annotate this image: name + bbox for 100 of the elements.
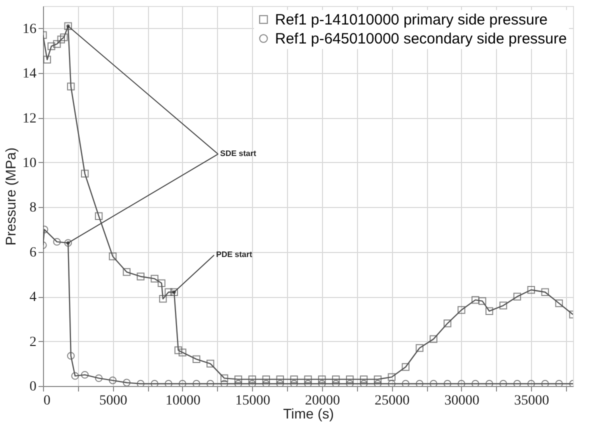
point	[555, 380, 563, 386]
point	[402, 380, 410, 386]
legend-label: Ref1 p-141010000 primary side pressure	[275, 12, 548, 28]
x-tick-label: 35000	[514, 394, 550, 408]
point	[513, 380, 522, 386]
x-tick-label: 0	[44, 394, 50, 408]
point	[416, 344, 424, 352]
point	[499, 302, 508, 310]
x-axis-title: Time (s)	[283, 406, 334, 422]
x-tick-label: 5000	[99, 394, 128, 408]
y-tick-label: 6	[30, 245, 36, 260]
point	[60, 33, 68, 42]
y-tick-label: 0	[30, 380, 36, 394]
y-tick-label: 10	[22, 156, 36, 171]
point	[178, 380, 186, 386]
point	[174, 346, 182, 354]
point	[290, 375, 298, 384]
point	[458, 306, 466, 314]
point	[48, 42, 56, 50]
point	[164, 288, 172, 296]
point	[527, 286, 536, 294]
point	[388, 380, 396, 386]
point	[332, 380, 340, 386]
x-tick-label: 10000	[165, 394, 200, 408]
point	[192, 380, 200, 386]
point	[108, 252, 117, 260]
point	[67, 352, 75, 360]
y-tick-label: 14	[22, 66, 36, 82]
point	[80, 170, 89, 178]
y-tick-label: 16	[22, 22, 36, 37]
point	[220, 374, 228, 382]
point	[234, 380, 242, 386]
point	[555, 299, 563, 308]
point	[472, 296, 480, 304]
point	[360, 380, 368, 386]
point	[374, 380, 382, 386]
point	[158, 279, 166, 288]
point	[136, 380, 144, 386]
y-tick-label: 12	[22, 111, 36, 126]
point	[178, 348, 186, 356]
point	[402, 363, 410, 371]
x-tick-label: 15000	[235, 394, 270, 408]
x-tick-label: 20000	[304, 394, 340, 408]
point	[472, 380, 480, 386]
point	[248, 380, 256, 386]
point	[318, 375, 326, 384]
y-tick-label: 8	[30, 200, 36, 216]
y-tick-label: 2	[30, 334, 36, 350]
point	[150, 380, 158, 386]
point	[318, 380, 326, 386]
point	[67, 82, 75, 90]
point	[458, 380, 466, 386]
point	[388, 373, 396, 381]
point	[304, 380, 312, 386]
point	[57, 36, 65, 44]
point	[360, 375, 368, 384]
point	[43, 56, 52, 64]
point	[541, 380, 549, 386]
point	[206, 380, 214, 386]
point	[290, 380, 298, 386]
legend-label: Ref1 p-645010000 secondary side pressure	[275, 30, 567, 48]
point	[220, 380, 228, 386]
point	[122, 268, 131, 276]
point	[248, 375, 256, 384]
point	[444, 380, 452, 386]
point	[234, 375, 242, 384]
point	[53, 40, 61, 48]
point	[332, 375, 340, 384]
point	[53, 238, 61, 246]
point	[478, 297, 486, 305]
point	[527, 380, 536, 386]
point	[262, 375, 270, 384]
point	[80, 370, 89, 379]
point	[122, 378, 131, 386]
point	[513, 292, 522, 300]
point	[346, 380, 354, 386]
point	[159, 294, 167, 303]
point	[94, 212, 103, 220]
y-axis-title: Pressure (MPa)	[2, 147, 18, 246]
point	[416, 380, 424, 386]
x-tick-label: 30000	[444, 394, 480, 408]
point	[304, 375, 312, 384]
x-tick-label: 25000	[374, 394, 410, 408]
point	[71, 372, 79, 380]
point	[430, 335, 438, 343]
point	[485, 307, 494, 315]
y-tick-label: 4	[30, 290, 36, 306]
annotation: SDE start	[220, 149, 256, 158]
point	[541, 288, 549, 296]
point	[206, 360, 214, 368]
point	[276, 380, 284, 386]
point	[192, 355, 200, 364]
point	[262, 380, 270, 386]
point	[499, 380, 508, 386]
point	[430, 380, 438, 386]
point	[485, 380, 494, 386]
point	[108, 376, 117, 384]
point	[346, 375, 354, 384]
point	[94, 374, 103, 382]
annotation: PDE start	[216, 250, 252, 260]
